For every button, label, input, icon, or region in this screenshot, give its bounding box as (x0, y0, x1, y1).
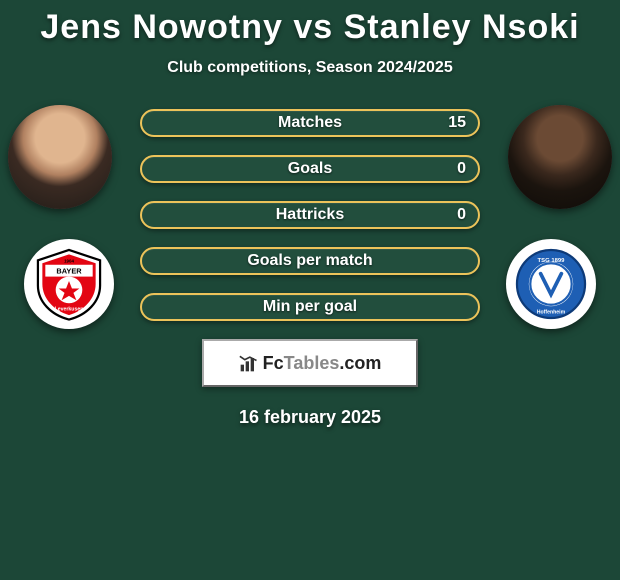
stat-right-value: 0 (457, 157, 466, 181)
svg-text:Leverkusen: Leverkusen (55, 307, 84, 313)
stat-label: Min per goal (142, 295, 478, 319)
player-photo-icon (8, 105, 112, 209)
brand-part-1: Fc (263, 353, 284, 373)
leverkusen-badge-icon: BAYER Leverkusen 1904 (32, 247, 106, 321)
date-text: 16 february 2025 (0, 407, 620, 428)
svg-text:1904: 1904 (64, 259, 74, 264)
stat-row: Matches 15 (140, 109, 480, 137)
brand-box: FcTables.com (202, 339, 418, 387)
brand-part-2: Tables (284, 353, 340, 373)
stat-row: Goals per match (140, 247, 480, 275)
vs-text: vs (293, 8, 333, 46)
stat-label: Hattricks (142, 203, 478, 227)
player2-club-badge: TSG 1899 Hoffenheim (506, 239, 596, 329)
stat-right-value: 15 (448, 111, 466, 135)
page-title: Jens Nowotny vs Stanley Nsoki (0, 0, 620, 47)
player2-avatar (508, 105, 612, 209)
player1-club-badge: BAYER Leverkusen 1904 (24, 239, 114, 329)
hoffenheim-badge-icon: TSG 1899 Hoffenheim (514, 247, 588, 321)
player1-name: Jens Nowotny (40, 8, 282, 46)
stat-label: Goals (142, 157, 478, 181)
svg-text:BAYER: BAYER (56, 267, 82, 276)
stat-label: Goals per match (142, 249, 478, 273)
stat-right-value: 0 (457, 203, 466, 227)
brand-name: FcTables.com (263, 353, 382, 374)
stat-row: Min per goal (140, 293, 480, 321)
svg-text:TSG 1899: TSG 1899 (538, 258, 566, 264)
comparison-panel: BAYER Leverkusen 1904 TSG 1899 Hoffenhei… (0, 109, 620, 428)
brand-part-3: .com (339, 353, 381, 373)
player-photo-icon (508, 105, 612, 209)
bar-chart-icon (239, 353, 259, 373)
subtitle: Club competitions, Season 2024/2025 (0, 47, 620, 77)
stats-list: Matches 15 Goals 0 Hattricks 0 Goals per… (140, 109, 480, 321)
svg-text:Hoffenheim: Hoffenheim (537, 310, 566, 316)
player2-name: Stanley Nsoki (344, 8, 580, 46)
player1-avatar (8, 105, 112, 209)
stat-label: Matches (142, 111, 478, 135)
stat-row: Goals 0 (140, 155, 480, 183)
stat-row: Hattricks 0 (140, 201, 480, 229)
